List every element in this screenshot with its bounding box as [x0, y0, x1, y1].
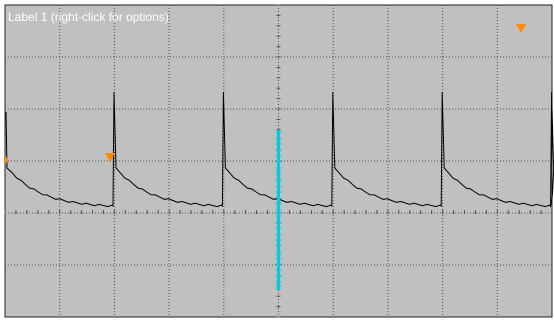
label-1[interactable]: Label 1 (right-click for options) [8, 10, 169, 24]
signal-trace [5, 91, 554, 208]
level-marker-icon[interactable] [5, 156, 9, 164]
cursor-line[interactable] [275, 130, 282, 290]
triangle-down-marker-icon[interactable] [105, 153, 115, 162]
triangle-down-marker-icon[interactable] [516, 24, 526, 33]
